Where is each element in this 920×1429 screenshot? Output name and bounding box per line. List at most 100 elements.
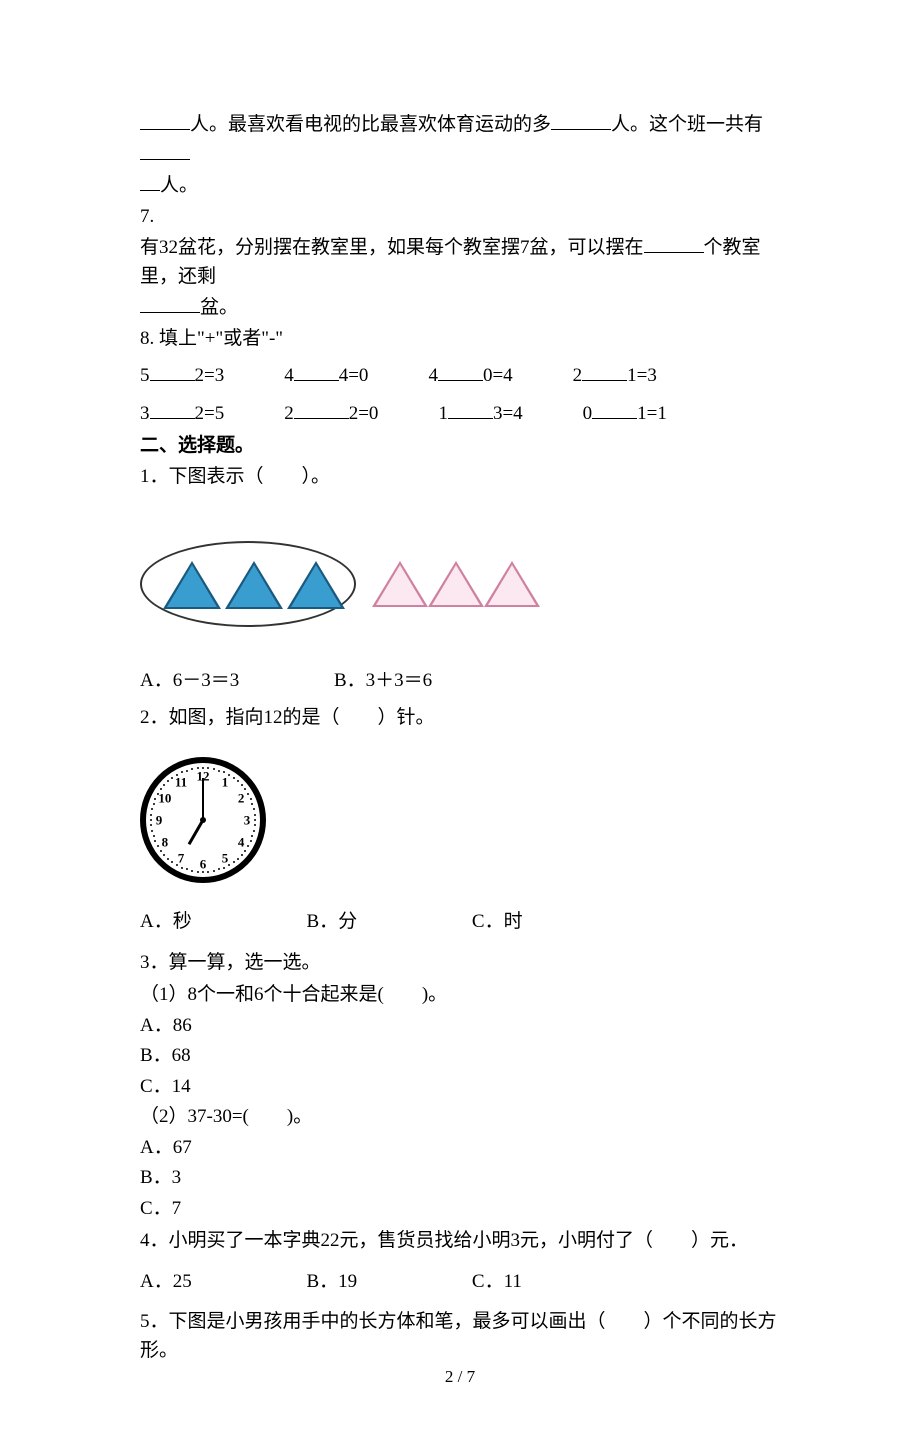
s2q2-options: A．秒 B．分 C．时 <box>140 908 780 937</box>
clock-tick <box>237 780 239 782</box>
option-a[interactable]: A．6－3＝3 <box>140 670 239 691</box>
eq: 44=0 <box>284 361 368 391</box>
clock-tick <box>153 835 155 837</box>
clock-tick <box>157 793 159 795</box>
blank[interactable] <box>448 399 493 419</box>
q7-text: 有32盆花，分别摆在教室里，如果每个教室摆7盆，可以摆在个教室里，还剩 <box>140 233 780 291</box>
s2q3-sub2: （2）37-30=( )。 <box>140 1103 780 1132</box>
triangles-figure <box>140 541 780 627</box>
clock-tick <box>157 845 159 847</box>
option-a[interactable]: A．25 <box>140 1268 192 1297</box>
clock-tick <box>213 768 215 770</box>
blank[interactable] <box>294 361 339 381</box>
clock-tick <box>254 814 256 816</box>
eq: 13=4 <box>438 399 522 429</box>
clock-tick <box>233 861 235 863</box>
clock-tick <box>151 808 153 810</box>
option-a[interactable]: A．86 <box>140 1012 780 1041</box>
eq: 40=4 <box>428 361 512 391</box>
clock-tick <box>150 819 152 821</box>
option-c[interactable]: C．时 <box>472 908 523 937</box>
clock-tick <box>202 767 204 769</box>
s2q4: 4．小明买了一本字典22元，售货员找给小明3元，小明付了（ ）元． <box>140 1227 780 1256</box>
triangle-icon <box>163 561 221 609</box>
clock-tick <box>254 824 256 826</box>
s2q5: 5．下图是小男孩用手中的长方体和笔，最多可以画出（ ）个不同的长方形。 <box>140 1308 780 1365</box>
option-b[interactable]: B．分 <box>306 908 357 937</box>
blue-triangles <box>162 561 346 609</box>
clock-number: 8 <box>156 832 174 852</box>
clock-tick <box>247 793 249 795</box>
clock-tick <box>237 858 239 860</box>
clock-tick <box>247 845 249 847</box>
q6-line1: 人。最喜欢看电视的比最喜欢体育运动的多人。这个班一共有 <box>140 110 780 169</box>
clock-tick <box>250 798 252 800</box>
blank[interactable] <box>150 399 195 419</box>
clock-tick <box>176 774 178 776</box>
clock-tick <box>197 871 199 873</box>
clock-tick <box>154 798 156 800</box>
clock-icon: 121234567891011 <box>140 757 266 883</box>
clock-tick <box>241 784 243 786</box>
option-b[interactable]: B．68 <box>140 1042 780 1071</box>
blank[interactable] <box>582 361 627 381</box>
eq: 32=5 <box>140 399 224 429</box>
clock-tick <box>213 870 215 872</box>
blank[interactable] <box>592 399 637 419</box>
option-c[interactable]: C．11 <box>472 1268 522 1297</box>
s2q3: 3．算一算，选一选。 <box>140 949 780 978</box>
s2q4-options: A．25 B．19 C．11 <box>140 1268 780 1297</box>
option-b[interactable]: B．3 <box>140 1164 780 1193</box>
pink-triangles <box>372 561 540 607</box>
blank[interactable] <box>644 233 704 253</box>
blank[interactable] <box>140 171 160 191</box>
option-c[interactable]: C．14 <box>140 1073 780 1102</box>
clock-tick <box>223 771 225 773</box>
clock-tick <box>244 788 246 790</box>
clock-tick <box>253 830 255 832</box>
num: 5． <box>140 1311 169 1332</box>
clock-tick <box>191 870 193 872</box>
clock-tick <box>218 770 220 772</box>
clock-number: 5 <box>216 848 234 868</box>
clock-tick <box>186 868 188 870</box>
s2q1: 1．下图表示（ ）。 <box>140 463 780 492</box>
option-b[interactable]: B．3＋3＝6 <box>334 670 432 691</box>
clock-tick <box>150 824 152 826</box>
text: 如图，指向12的是（ ）针。 <box>169 707 435 728</box>
text: 算一算，选一选。 <box>169 952 321 973</box>
clock-tick <box>167 780 169 782</box>
clock-tick <box>207 767 209 769</box>
option-b[interactable]: B．19 <box>306 1268 357 1297</box>
triangle-icon <box>287 561 345 609</box>
clock-tick <box>167 858 169 860</box>
option-a[interactable]: A．67 <box>140 1134 780 1163</box>
clock-tick <box>254 819 256 821</box>
clock-number: 9 <box>150 810 168 830</box>
blank[interactable] <box>140 110 190 130</box>
num: 2． <box>140 707 169 728</box>
blank[interactable] <box>150 361 195 381</box>
option-c[interactable]: C．7 <box>140 1195 780 1224</box>
clock-tick <box>160 788 162 790</box>
clock-tick <box>202 871 204 873</box>
blank[interactable] <box>140 140 190 160</box>
eq: 21=3 <box>573 361 657 391</box>
clock-tick <box>151 830 153 832</box>
text: 盆。 <box>200 297 238 318</box>
blank[interactable] <box>294 399 349 419</box>
text: 下图是小男孩用手中的长方体和笔，最多可以画出（ ）个不同的长方形。 <box>140 1311 777 1361</box>
clock-tick <box>153 803 155 805</box>
q8-header: 8. 填上"+"或者"-" <box>140 325 780 354</box>
blank[interactable] <box>438 361 483 381</box>
num: 4． <box>140 1230 169 1251</box>
blank[interactable] <box>140 293 200 313</box>
clock-tick <box>181 867 183 869</box>
option-a[interactable]: A．秒 <box>140 908 192 937</box>
eq: 52=3 <box>140 361 224 391</box>
clock-tick <box>228 774 230 776</box>
text: 下图表示（ ）。 <box>169 466 331 487</box>
clock-tick <box>233 777 235 779</box>
blank[interactable] <box>551 110 611 130</box>
clock-tick <box>186 770 188 772</box>
